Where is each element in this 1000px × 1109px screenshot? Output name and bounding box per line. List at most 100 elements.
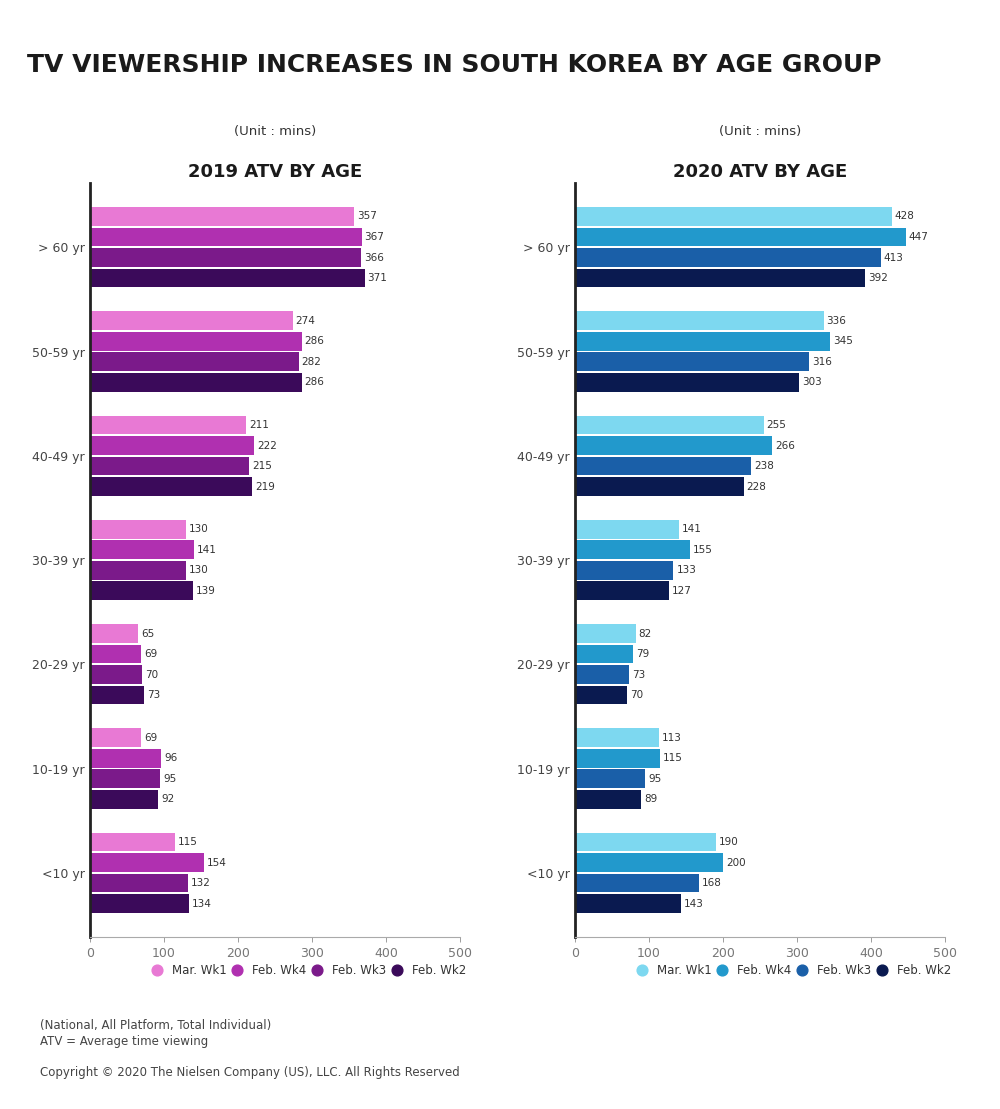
Text: n: n (933, 34, 952, 62)
Point (956, 881, 972, 898)
Text: (Unit : mins): (Unit : mins) (234, 125, 316, 139)
Text: 70: 70 (145, 670, 158, 680)
Text: 286: 286 (305, 336, 324, 346)
Text: 357: 357 (357, 212, 377, 222)
Text: Copyright © 2020 The Nielsen Company (US), LLC. All Rights Reserved: Copyright © 2020 The Nielsen Company (US… (40, 1066, 460, 1079)
Point (231, 881, 247, 898)
Text: 139: 139 (196, 586, 216, 596)
Bar (575, 540, 690, 559)
Bar (575, 416, 764, 435)
Text: TV VIEWERSHIP INCREASES IN SOUTH KOREA BY AGE GROUP: TV VIEWERSHIP INCREASES IN SOUTH KOREA B… (27, 53, 882, 77)
Text: 336: 336 (827, 316, 846, 326)
Text: 238: 238 (754, 461, 774, 471)
Bar (90, 332, 302, 350)
Text: 96: 96 (164, 753, 177, 763)
Text: 70: 70 (630, 690, 643, 700)
Bar (90, 853, 204, 872)
Bar (575, 729, 659, 747)
Text: 286: 286 (305, 377, 324, 387)
Bar (575, 853, 723, 872)
Text: 141: 141 (682, 525, 702, 535)
Text: 345: 345 (833, 336, 853, 346)
Text: 190: 190 (719, 837, 738, 847)
Text: 211: 211 (249, 420, 269, 430)
Text: 95: 95 (163, 774, 177, 784)
Bar (575, 581, 669, 600)
Bar (90, 520, 186, 539)
Bar (575, 268, 865, 287)
Bar (90, 894, 189, 913)
Bar (575, 312, 824, 330)
Text: 282: 282 (302, 357, 322, 367)
Bar (90, 227, 362, 246)
Bar (90, 373, 302, 391)
Bar (90, 477, 252, 496)
Bar (575, 790, 641, 808)
Bar (575, 477, 744, 496)
Text: 95: 95 (648, 774, 662, 784)
Bar (90, 833, 175, 852)
Bar (90, 436, 254, 455)
Text: 316: 316 (812, 357, 832, 367)
Bar (575, 227, 906, 246)
Bar (90, 790, 158, 808)
Text: 428: 428 (895, 212, 915, 222)
Bar (575, 665, 629, 684)
Text: 73: 73 (632, 670, 645, 680)
Text: 69: 69 (144, 733, 157, 743)
Text: 155: 155 (693, 545, 713, 554)
Bar (575, 353, 809, 372)
Bar (90, 644, 141, 663)
Bar (90, 729, 141, 747)
Text: 392: 392 (868, 273, 888, 283)
Bar (575, 624, 636, 643)
Text: 113: 113 (662, 733, 681, 743)
Bar (90, 665, 142, 684)
Text: 447: 447 (909, 232, 929, 242)
Text: 79: 79 (636, 649, 650, 659)
Point (471, 881, 487, 898)
Text: 143: 143 (684, 898, 704, 908)
Bar (575, 436, 772, 455)
Text: 134: 134 (192, 898, 212, 908)
Text: 141: 141 (197, 545, 217, 554)
Text: Feb. Wk3: Feb. Wk3 (332, 964, 386, 977)
Text: 215: 215 (252, 461, 272, 471)
Text: 367: 367 (365, 232, 384, 242)
Bar (90, 581, 193, 600)
Bar (90, 561, 186, 580)
Bar (90, 268, 365, 287)
Point (311, 881, 327, 898)
Bar (575, 520, 679, 539)
Text: 255: 255 (767, 420, 787, 430)
Text: (Unit : mins): (Unit : mins) (719, 125, 801, 139)
Text: 371: 371 (367, 273, 387, 283)
Text: 274: 274 (296, 316, 316, 326)
Bar (575, 894, 681, 913)
Text: Mar. Wk1: Mar. Wk1 (657, 964, 712, 977)
Text: Feb. Wk2: Feb. Wk2 (412, 964, 466, 977)
Bar (575, 874, 699, 893)
Bar (575, 749, 660, 767)
Text: 200: 200 (726, 857, 746, 867)
Bar (90, 540, 194, 559)
Text: 413: 413 (884, 253, 903, 263)
Bar (575, 332, 830, 350)
Point (876, 881, 892, 898)
Text: 115: 115 (663, 753, 683, 763)
Title: 2019 ATV BY AGE: 2019 ATV BY AGE (188, 163, 362, 182)
Bar (575, 833, 716, 852)
Text: 89: 89 (644, 794, 657, 804)
Text: (National, All Platform, Total Individual): (National, All Platform, Total Individua… (40, 1019, 271, 1032)
Bar (90, 624, 138, 643)
Text: 228: 228 (747, 481, 767, 491)
Point (796, 881, 812, 898)
Text: 154: 154 (207, 857, 227, 867)
Text: Feb. Wk3: Feb. Wk3 (817, 964, 871, 977)
Text: 82: 82 (639, 629, 652, 639)
Bar (90, 874, 188, 893)
Bar (90, 685, 144, 704)
Text: 303: 303 (802, 377, 822, 387)
Bar (575, 561, 673, 580)
Text: 127: 127 (672, 586, 692, 596)
